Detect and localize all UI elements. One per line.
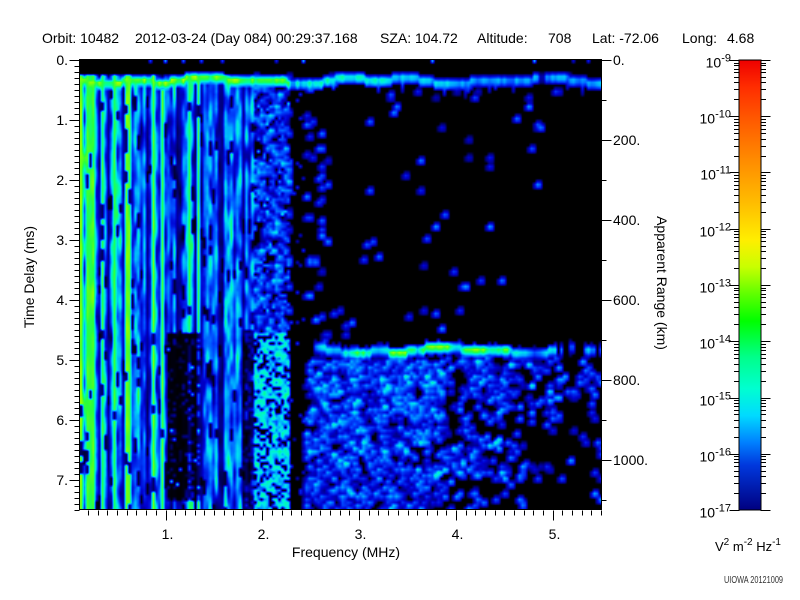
svg-text:Time Delay (ms): Time Delay (ms) [21, 226, 37, 328]
svg-text:10-14: 10-14 [700, 334, 731, 352]
svg-text:800.: 800. [613, 372, 640, 388]
svg-text:1.: 1. [162, 526, 174, 542]
svg-text:7.: 7. [56, 472, 68, 488]
svg-text:200.: 200. [613, 132, 640, 148]
svg-text:1000.: 1000. [613, 452, 648, 468]
svg-text:5.: 5. [56, 352, 68, 368]
svg-text:10-13: 10-13 [700, 278, 731, 296]
svg-text:600.: 600. [613, 292, 640, 308]
svg-text:0.: 0. [613, 52, 625, 68]
svg-text:V2 m-2 Hz-1: V2 m-2 Hz-1 [715, 537, 781, 554]
svg-text:6.: 6. [56, 412, 68, 428]
svg-text:2.: 2. [258, 526, 270, 542]
svg-text:400.: 400. [613, 212, 640, 228]
svg-text:4.: 4. [452, 526, 464, 542]
svg-text:10-11: 10-11 [700, 165, 731, 183]
svg-text:4.: 4. [56, 292, 68, 308]
svg-text:10-17: 10-17 [700, 503, 731, 521]
svg-text:5.: 5. [549, 526, 561, 542]
svg-text:Apparent Range (km): Apparent Range (km) [654, 216, 670, 350]
svg-text:UIOWA 20121009: UIOWA 20121009 [724, 575, 783, 586]
svg-text:Frequency (MHz): Frequency (MHz) [292, 544, 400, 560]
svg-text:3.: 3. [355, 526, 367, 542]
svg-text:10-12: 10-12 [700, 222, 731, 240]
svg-text:10-10: 10-10 [700, 109, 731, 127]
svg-text:10-15: 10-15 [700, 391, 731, 409]
svg-text:1.: 1. [56, 112, 68, 128]
svg-text:10-16: 10-16 [700, 447, 731, 465]
svg-text:3.: 3. [56, 232, 68, 248]
svg-text:2.: 2. [56, 172, 68, 188]
svg-text:0.: 0. [56, 52, 68, 68]
svg-text:10-9: 10-9 [706, 53, 731, 71]
